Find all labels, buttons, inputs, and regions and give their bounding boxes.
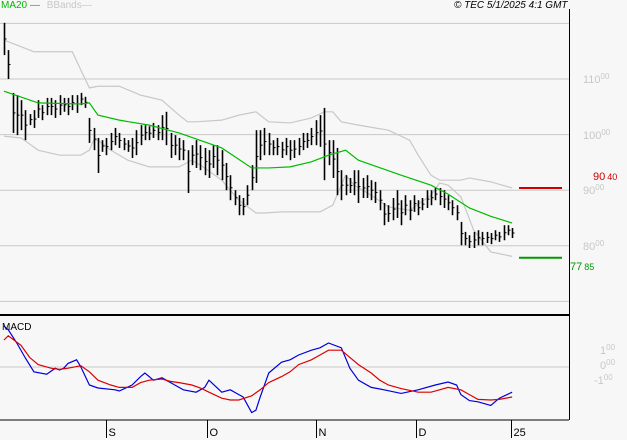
y-tick-label: 9000 [583,183,605,198]
x-tick-label-N: N [318,427,327,439]
x-tick-label-25: 25 [513,427,526,439]
legend-bbands-swatch: — [81,0,92,11]
macd-y-tick-label: 100 [600,343,616,358]
x-tick-label-O: O [209,427,219,439]
y-tick-label: 11000 [583,72,610,87]
legend-ma20-swatch: — [27,0,40,11]
copyright-timestamp: © TEC 5/1/2025 4:1 GMT [454,0,568,11]
bband-lower-line [3,135,513,257]
bband-upper-line [3,39,513,189]
x-tick-label-S: S [108,427,116,439]
y-tick-label: 8000 [583,238,605,253]
resistance-level-label: 90 40 [593,170,618,183]
legend-ma20: MA20 [1,0,28,11]
macd-title: MACD [2,322,32,333]
y-tick-label: 10000 [583,127,611,142]
x-tick-label-D: D [418,427,427,439]
macd-line [3,325,513,414]
ma20-line [3,90,513,224]
macd-y-tick-label: -100 [594,373,613,388]
legend: MA20 — BBands— [1,0,92,11]
legend-bbands: BBands [46,0,82,11]
macd-y-tick-label: 000 [600,358,616,373]
macd-signal-line [3,335,513,401]
support-level-label: 77 85 [570,260,595,273]
